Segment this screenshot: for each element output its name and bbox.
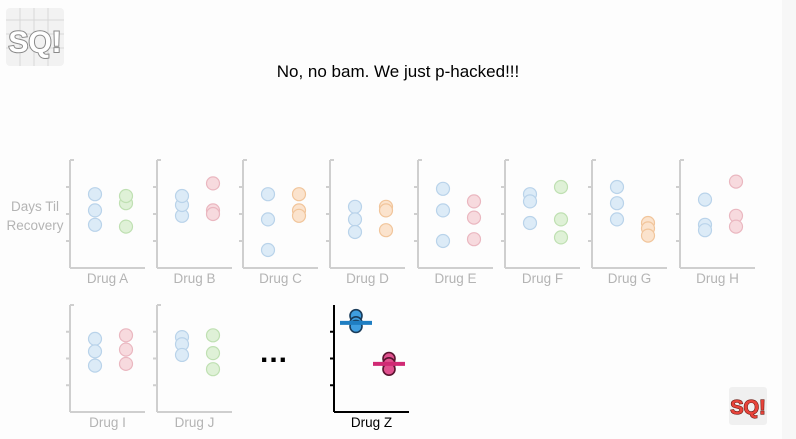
drug-a-treated-point-2 bbox=[118, 219, 134, 234]
drug-g-control-point-1 bbox=[609, 179, 625, 195]
statquest-logo-small: SQ! bbox=[729, 387, 767, 425]
y-axis-label: Days Til Recovery bbox=[0, 197, 70, 235]
drug-d-treated-point-3 bbox=[378, 223, 394, 238]
ellipsis: ... bbox=[260, 336, 289, 369]
drug-b-control-point-3 bbox=[174, 188, 190, 204]
drug-f-control-point-3 bbox=[522, 215, 538, 231]
y-axis-label-line1: Days Til bbox=[10, 199, 59, 214]
drug-g-control-point-2 bbox=[609, 196, 625, 211]
drug-d-control-point-1 bbox=[347, 199, 363, 214]
drug-f-treated-point-2 bbox=[553, 212, 569, 227]
headline: No, no bam. We just p-hacked!!! bbox=[276, 62, 520, 81]
drug-g-treated-point-3 bbox=[640, 228, 656, 243]
drug-d-control-point-3 bbox=[347, 224, 363, 240]
drug-h-control-point-3 bbox=[697, 223, 713, 238]
drug-f-treated-point-3 bbox=[553, 230, 569, 245]
drug-h-label: Drug H bbox=[696, 271, 739, 286]
drug-e-label: Drug E bbox=[434, 271, 476, 286]
drug-i-treated-point-1 bbox=[118, 328, 134, 343]
drug-i-control-point-2 bbox=[87, 344, 103, 359]
drug-h-control-point-1 bbox=[697, 192, 713, 207]
drug-z-label: Drug Z bbox=[351, 415, 392, 430]
drug-j-treated-point-2 bbox=[205, 346, 221, 361]
drug-a-label: Drug A bbox=[87, 271, 128, 286]
drug-f-label: Drug F bbox=[522, 271, 563, 286]
drug-i-control-point-1 bbox=[87, 331, 103, 346]
drug-c-label: Drug C bbox=[259, 271, 302, 286]
drug-c-treated-point-3 bbox=[291, 208, 307, 223]
drug-b-treated-point-1 bbox=[205, 176, 221, 191]
svg-text:SQ!: SQ! bbox=[730, 397, 766, 419]
drug-e-treated-point-2 bbox=[466, 210, 482, 225]
drug-c-control-point-2 bbox=[260, 212, 276, 227]
drug-e-treated-point-1 bbox=[466, 194, 482, 209]
drug-e-treated-point-3 bbox=[466, 232, 482, 247]
drug-g-label: Drug G bbox=[608, 271, 652, 286]
drug-b-treated-point-3 bbox=[205, 206, 221, 222]
drug-f-control-point-2 bbox=[522, 194, 538, 209]
statquest-logo-large: SQ! bbox=[6, 8, 64, 66]
drug-d-control-point-2 bbox=[347, 212, 363, 227]
drug-i-treated-point-2 bbox=[118, 342, 134, 357]
drug-e-control-point-3 bbox=[435, 233, 451, 249]
drug-b-label: Drug B bbox=[173, 271, 215, 286]
drug-c-control-point-1 bbox=[260, 187, 276, 202]
y-axis-label-line2: Recovery bbox=[6, 218, 64, 233]
drug-i-label: Drug I bbox=[89, 415, 126, 430]
drug-a-control-point-2 bbox=[87, 217, 103, 232]
drug-j-control-point-3 bbox=[174, 347, 190, 363]
drug-h-treated-point-3 bbox=[728, 219, 744, 234]
drug-i-control-point-3 bbox=[87, 358, 103, 373]
drug-a-control-point-3 bbox=[87, 187, 103, 202]
drug-a-control-point-1 bbox=[87, 203, 103, 218]
window-edge bbox=[782, 0, 796, 439]
drug-j-label: Drug J bbox=[175, 415, 215, 430]
drug-j-treated-point-1 bbox=[205, 328, 221, 343]
svg-text:SQ!: SQ! bbox=[8, 26, 61, 59]
drug-e-control-point-2 bbox=[435, 203, 451, 218]
drug-c-treated-point-1 bbox=[291, 187, 307, 202]
drug-h-treated-point-1 bbox=[728, 174, 744, 189]
drug-g-control-point-3 bbox=[609, 212, 625, 227]
drug-d-treated-point-2 bbox=[378, 203, 394, 218]
drug-a-treated-point-3 bbox=[118, 188, 134, 204]
drug-j-treated-point-3 bbox=[205, 362, 221, 377]
drug-c-control-point-3 bbox=[260, 242, 276, 258]
drug-d-label: Drug D bbox=[346, 271, 389, 286]
drug-i-treated-point-3 bbox=[118, 356, 134, 371]
drug-e-control-point-1 bbox=[435, 181, 451, 196]
drug-f-treated-point-1 bbox=[553, 179, 569, 195]
